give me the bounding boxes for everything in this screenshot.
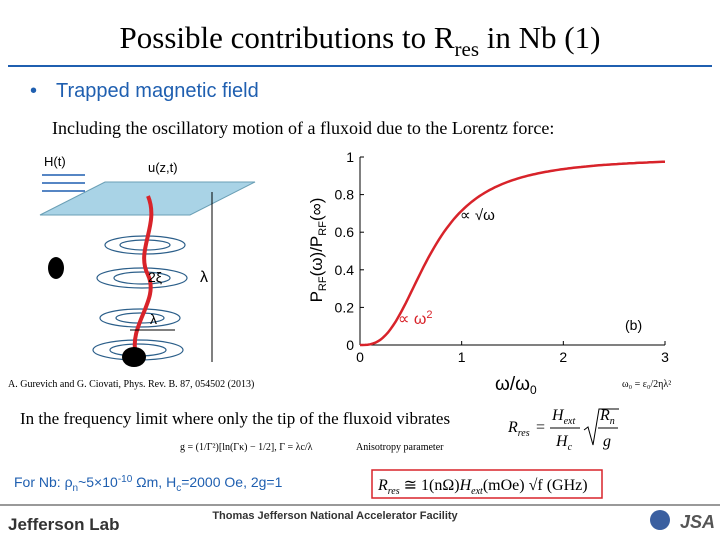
diagram-label: u(z,t): [148, 160, 178, 175]
p: ~5×10: [78, 474, 118, 490]
y-tick-label: 1: [346, 149, 354, 165]
g-formula: g = (1/Γ²)[ln(Γκ) − 1/2], Γ = λc/λ: [180, 442, 313, 453]
plot: PRF(ω)/PRF(∞) ω/ω0 ∝ √ω ∝ ω2 (b) 0 1 2 300.…: [307, 149, 669, 397]
diagram-label: λ: [150, 311, 157, 327]
f: c: [568, 442, 573, 453]
footer-left: Jefferson Lab: [8, 515, 119, 534]
x-axis-label: ω/ω0: [495, 374, 537, 397]
f: R: [507, 419, 518, 436]
b: ≅ 1(nΩ): [400, 477, 460, 494]
citation: A. Gurevich and G. Ciovati, Phys. Rev. B…: [8, 379, 254, 390]
svg-text:Hc: Hc: [555, 433, 573, 453]
field-arrows: [42, 174, 85, 192]
annotation-part: ∝ ω: [398, 311, 426, 328]
footer-center: Thomas Jefferson National Accelerator Fa…: [212, 510, 458, 522]
diagram-label: H(t): [44, 154, 66, 169]
f: =: [536, 419, 545, 436]
y-label-part: RF: [317, 276, 329, 291]
logo: [650, 510, 670, 530]
vortex-dot: [48, 257, 64, 279]
y-tick-label: 0.6: [335, 224, 355, 240]
p: For Nb: ρ: [14, 474, 73, 490]
f: n: [610, 416, 615, 427]
y-label-part: (ω)/P: [307, 236, 326, 277]
limit-text: In the frequency limit where only the ti…: [20, 409, 450, 428]
annotation-part: 2: [426, 309, 432, 321]
y-label-part: P: [307, 291, 326, 302]
footer-right: JSA: [680, 512, 715, 532]
fluxoid: [132, 195, 154, 356]
y-axis-label: PRF(ω)/PRF(∞): [307, 198, 329, 303]
y-label-part: RF: [317, 221, 329, 236]
nb-params: For Nb: ρn~5×10-10 Ωm, Hc=2000 Oe, 2g=1: [14, 474, 283, 494]
bullet: Trapped magnetic field: [56, 80, 259, 102]
rres-formula: Rres = Hext Hc Rn g: [507, 407, 619, 453]
annotation: ∝ ω2: [398, 309, 433, 328]
x-tick-label: 3: [661, 349, 669, 365]
svg-text:Rres: Rres: [507, 419, 530, 439]
f: res: [518, 428, 530, 439]
curve: [360, 160, 665, 347]
y-tick-label: 0.2: [335, 299, 355, 315]
y-tick-label: 0.4: [335, 262, 355, 278]
f: ext: [564, 416, 576, 427]
svg-text:Hext: Hext: [551, 407, 575, 427]
title-rest: in Nb (1): [479, 20, 600, 55]
p: =2000 Oe, 2g=1: [181, 474, 282, 490]
f: H: [551, 407, 565, 424]
y-label-part: (∞): [307, 198, 326, 221]
y-tick-label: 0.8: [335, 187, 355, 203]
p: n: [73, 483, 79, 494]
b: res: [388, 486, 400, 497]
p: Ωm, H: [132, 474, 176, 490]
fluxoid-diagram: H(t) u(z,t) 2ξ λ λ: [39, 154, 256, 367]
x-tick-label: 1: [458, 349, 466, 365]
bullet-dot: •: [30, 80, 37, 102]
b: R: [377, 477, 388, 494]
f: H: [555, 433, 569, 450]
p: -10: [118, 474, 133, 485]
p: c: [176, 483, 181, 494]
x-label-part: 0: [530, 383, 537, 397]
diagram-label: 2ξ: [148, 269, 162, 285]
vortex-dot: [122, 347, 146, 367]
f: R: [599, 407, 610, 424]
annotation: (b): [625, 317, 642, 333]
b: √f (GHz): [529, 477, 588, 494]
x-tick-label: 2: [559, 349, 567, 365]
anisotropy: Anisotropy parameter: [356, 442, 444, 453]
y-tick-label: 0: [346, 337, 354, 353]
omega0-formula: ω₀ = ε₀/2ηλ²: [622, 379, 671, 390]
formula-box: [371, 469, 603, 499]
annotation: ∝ √ω: [460, 207, 495, 224]
title-main: Possible contributions to R: [120, 20, 455, 55]
x-tick-label: 0: [356, 349, 364, 365]
boxed-formula: Rres ≅ 1(nΩ)Hext(mOe) √f (GHz): [377, 477, 588, 497]
b: (mOe): [483, 477, 525, 494]
svg-text:Rn: Rn: [599, 407, 615, 427]
intro: Including the oscillatory motion of a fl…: [52, 118, 554, 138]
title: Possible contributions to Rres in Nb (1): [120, 20, 601, 61]
title-sub: res: [455, 37, 480, 61]
diagram-label: λ: [200, 269, 208, 286]
b: H: [459, 477, 473, 494]
f: g: [603, 433, 611, 450]
x-label-part: ω/ω: [495, 374, 530, 395]
field-ellipses: [92, 235, 188, 361]
b: ext: [471, 486, 483, 497]
